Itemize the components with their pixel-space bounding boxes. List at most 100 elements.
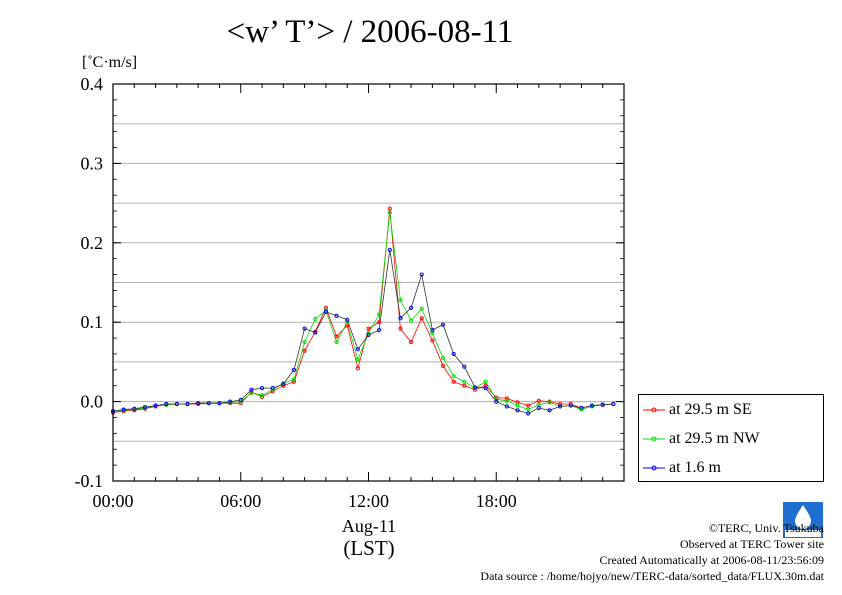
legend-item-1-6m: at 1.6 m [643,457,721,479]
data-point-s2 [132,406,137,411]
credit-data-source: Data source : /home/hojyo/new/TERC-data/… [480,569,824,583]
data-point-s0 [377,320,382,325]
data-point-s1 [398,297,403,303]
data-point-s2 [579,405,584,411]
data-point-s0 [526,403,531,408]
data-point-s2 [536,405,541,411]
data-point-s0 [259,394,265,399]
data-point-s1 [451,374,456,379]
legend-label-se: at 29.5 m SE [669,401,752,418]
data-point-s2 [568,403,573,408]
data-point-s1 [408,318,414,323]
data-point-s1 [334,339,339,345]
data-point-s0 [504,396,509,401]
data-point-s2 [270,386,275,391]
data-point-s1 [259,393,265,398]
x-tick-label: 00:00 [92,491,133,511]
data-point-s1 [494,397,499,402]
data-point-s2 [355,347,360,352]
data-point-s2 [313,330,318,335]
data-point-s2 [334,313,339,318]
series-layer [110,206,616,416]
data-point-s0 [451,379,456,384]
data-point-s0 [323,305,329,311]
x-tick-label: 06:00 [220,491,261,511]
data-point-s1 [387,210,392,215]
y-tick-label: 0.4 [81,74,104,94]
credit-site: Observed at TERC Tower site [679,537,824,551]
data-point-s1 [270,387,275,392]
data-point-s0 [281,383,286,388]
data-point-s2 [440,322,446,327]
data-point-s2 [515,408,520,413]
series-line-2 [112,249,614,414]
data-point-s1 [515,403,520,408]
data-point-s2 [291,367,297,372]
data-point-s0 [419,316,424,321]
data-point-s1 [579,407,584,412]
series-line-0 [112,208,614,414]
data-point-s1 [419,306,424,311]
data-point-s2 [430,328,435,333]
data-point-s2 [387,247,392,253]
x-axis-title: (LST) [343,536,395,560]
data-point-s2 [589,403,595,408]
credit-copyright: ©TERC, Univ. Tsukuba [708,521,824,535]
data-point-s1 [323,308,329,313]
data-point-s2 [600,402,605,407]
credit-created: Created Automatically at 2006-08-11/23:5… [599,553,824,567]
data-point-s1 [483,379,488,384]
data-point-s2 [142,405,148,410]
legend: at 29.5 m SE at 29.5 m NW at 1.6 m [638,394,824,482]
data-point-s2 [164,401,169,407]
data-point-s0 [462,383,467,388]
data-point-s2 [408,305,414,311]
legend-marker-green-icon [643,436,665,442]
data-point-s2 [323,309,329,314]
data-point-s2 [366,332,371,338]
y-tick-label: -0.1 [75,471,104,491]
y-tick-label: 0.2 [81,233,104,253]
terc-logo-icon [783,502,823,538]
data-point-s2 [558,404,563,409]
data-point-s2 [462,364,467,369]
data-point-s1 [462,379,467,384]
data-point-s2 [185,401,190,407]
data-point-s0 [355,366,360,371]
data-point-s2 [419,272,424,277]
credits-block: ©TERC, Univ. Tsukuba Observed at TERC To… [480,520,824,584]
x-axis-date-label: Aug-11 [341,516,397,536]
data-point-s2 [494,399,499,404]
data-point-s0 [334,334,339,339]
data-point-s0 [536,398,541,403]
data-point-s2 [547,408,552,413]
data-point-s0 [440,363,446,368]
data-point-s1 [504,398,509,403]
legend-marker-red-icon [643,407,665,413]
data-point-s2 [238,397,243,403]
data-point-s2 [398,316,403,321]
chart-title: <w’ T’> / 2006-08-11 [226,14,514,50]
data-point-s1 [291,377,297,382]
data-point-s2 [281,382,286,387]
terc-logo [783,502,823,538]
data-point-s2 [526,411,531,416]
data-point-s0 [291,379,297,384]
axes: 0.4 0.3 0.2 0.1 0.0 -0.100:00 06:00 12:00 18:00 [75,74,625,511]
legend-label-nw: at 29.5 m NW [669,430,760,447]
legend-item-se: at 29.5 m SE [643,399,752,421]
grid-lines [113,83,624,482]
data-point-s1 [355,357,360,362]
data-point-s2 [483,386,488,391]
data-point-s2 [217,401,222,406]
data-point-s2 [472,385,478,390]
y-tick-label: 0.0 [81,392,104,412]
data-point-s1 [345,320,350,325]
y-axis-unit-label: [˚C·m/s] [82,54,138,71]
data-point-s2 [153,403,158,408]
legend-label-1-6m: at 1.6 m [669,459,721,476]
data-point-s2 [249,387,254,392]
data-point-s1 [302,339,307,345]
data-point-s0 [366,326,371,331]
data-point-s2 [302,326,307,331]
